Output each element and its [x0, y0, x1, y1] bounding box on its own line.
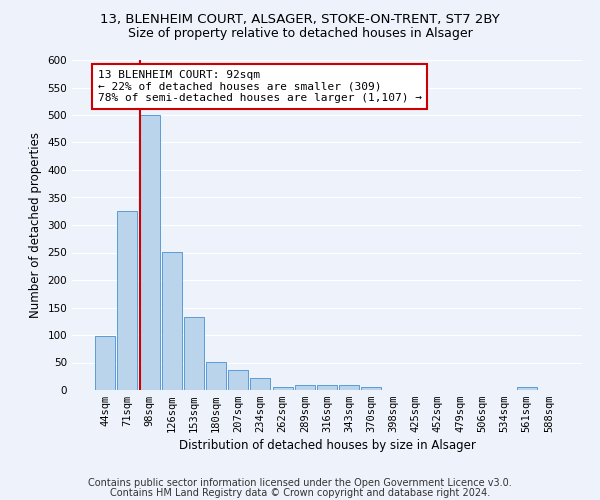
- Bar: [140, 115, 160, 390]
- Bar: [517, 387, 536, 390]
- Text: Size of property relative to detached houses in Alsager: Size of property relative to detached ho…: [128, 28, 472, 40]
- Bar: [250, 378, 271, 390]
- Bar: [95, 336, 115, 390]
- Bar: [162, 252, 182, 390]
- Text: 13, BLENHEIM COURT, ALSAGER, STOKE-ON-TRENT, ST7 2BY: 13, BLENHEIM COURT, ALSAGER, STOKE-ON-TR…: [100, 12, 500, 26]
- Bar: [118, 211, 137, 390]
- Bar: [206, 362, 226, 390]
- Bar: [295, 384, 315, 390]
- Bar: [228, 370, 248, 390]
- Y-axis label: Number of detached properties: Number of detached properties: [29, 132, 42, 318]
- Text: Contains HM Land Registry data © Crown copyright and database right 2024.: Contains HM Land Registry data © Crown c…: [110, 488, 490, 498]
- Bar: [361, 387, 382, 390]
- Bar: [339, 384, 359, 390]
- X-axis label: Distribution of detached houses by size in Alsager: Distribution of detached houses by size …: [179, 440, 475, 452]
- Text: Contains public sector information licensed under the Open Government Licence v3: Contains public sector information licen…: [88, 478, 512, 488]
- Bar: [272, 387, 293, 390]
- Bar: [317, 384, 337, 390]
- Text: 13 BLENHEIM COURT: 92sqm
← 22% of detached houses are smaller (309)
78% of semi-: 13 BLENHEIM COURT: 92sqm ← 22% of detach…: [97, 70, 421, 103]
- Bar: [184, 317, 204, 390]
